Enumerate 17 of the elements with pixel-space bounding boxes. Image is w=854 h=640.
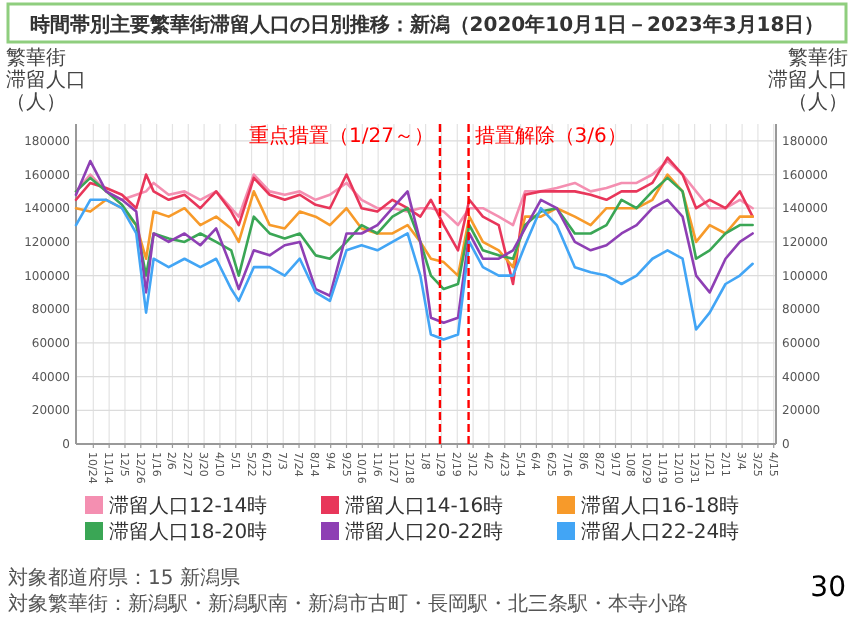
legend-label: 滞留人口18-20時 (109, 520, 268, 544)
text: 対象繁華街：新潟駅・新潟駅南・新潟市古町・長岡駅・北三条駅・本寺小路 (8, 592, 688, 616)
y2-axis-title: 繁華街滞留人口（人） (768, 46, 848, 114)
legend-label: 滞留人口20-22時 (345, 520, 504, 544)
line-series (74, 159, 754, 325)
line-series (74, 198, 754, 341)
y-axis-title: 繁華街滞留人口（人） (6, 46, 86, 114)
ref-line-label: 重点措置（1/27～） (249, 124, 434, 148)
text: 30 (810, 572, 846, 604)
legend-label: 滞留人口16-18時 (581, 494, 740, 518)
legend-label: 滞留人口14-16時 (345, 494, 504, 518)
legend-label: 滞留人口22-24時 (581, 520, 740, 544)
text: 対象都道府県：15 新潟県 (8, 566, 240, 590)
line-series (74, 156, 754, 286)
chart-title: 時間帯別主要繁華街滞留人口の日別推移：新潟（2020年10月1日－2023年3月18日） (29, 13, 825, 37)
ref-line-label: 措置解除（3/6） (474, 124, 627, 148)
legend-label: 滞留人口12-14時 (109, 494, 268, 518)
